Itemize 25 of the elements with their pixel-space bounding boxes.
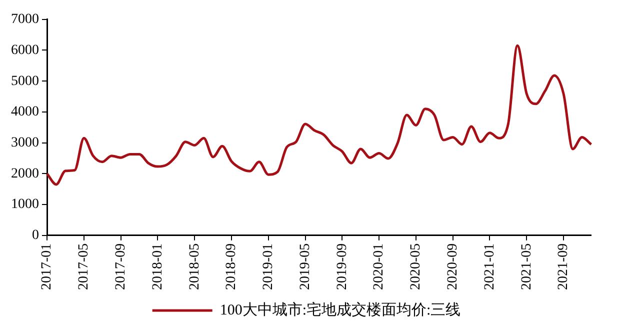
y-tick-label: 0 <box>32 228 39 244</box>
x-tick-label: 2019-09 <box>334 243 350 290</box>
x-tick-label: 2020-09 <box>446 243 461 290</box>
x-tick-label: 2020-05 <box>408 243 424 290</box>
x-tick-label: 2021-09 <box>556 243 572 290</box>
legend-label: 100大中城市:宅地成交楼面均价:三线 <box>220 301 461 318</box>
x-tick-label: 2019-01 <box>261 243 276 290</box>
line-series <box>46 44 592 186</box>
y-tick-label: 4000 <box>11 104 39 120</box>
y-tick-label: 2000 <box>11 166 39 182</box>
x-tick-label: 2018-01 <box>150 243 166 290</box>
x-tick-label: 2018-09 <box>224 243 240 290</box>
y-tick-label: 1000 <box>11 197 39 212</box>
y-tick-label: 3000 <box>11 135 39 150</box>
x-tick-label: 2017-01 <box>40 243 55 290</box>
x-tick-label: 2018-05 <box>187 243 202 290</box>
x-tick-label: 2017-05 <box>76 243 92 290</box>
x-tick-label: 2017-09 <box>113 243 128 290</box>
y-tick-label: 6000 <box>11 42 39 58</box>
y-tick-label: 5000 <box>11 74 39 89</box>
x-tick-label: 2021-05 <box>519 243 534 290</box>
x-tick-label: 2021-01 <box>482 243 498 290</box>
x-tick-label: 2019-05 <box>298 243 313 290</box>
y-tick-label: 7000 <box>11 12 39 28</box>
x-tick-label: 2020-01 <box>372 243 387 290</box>
